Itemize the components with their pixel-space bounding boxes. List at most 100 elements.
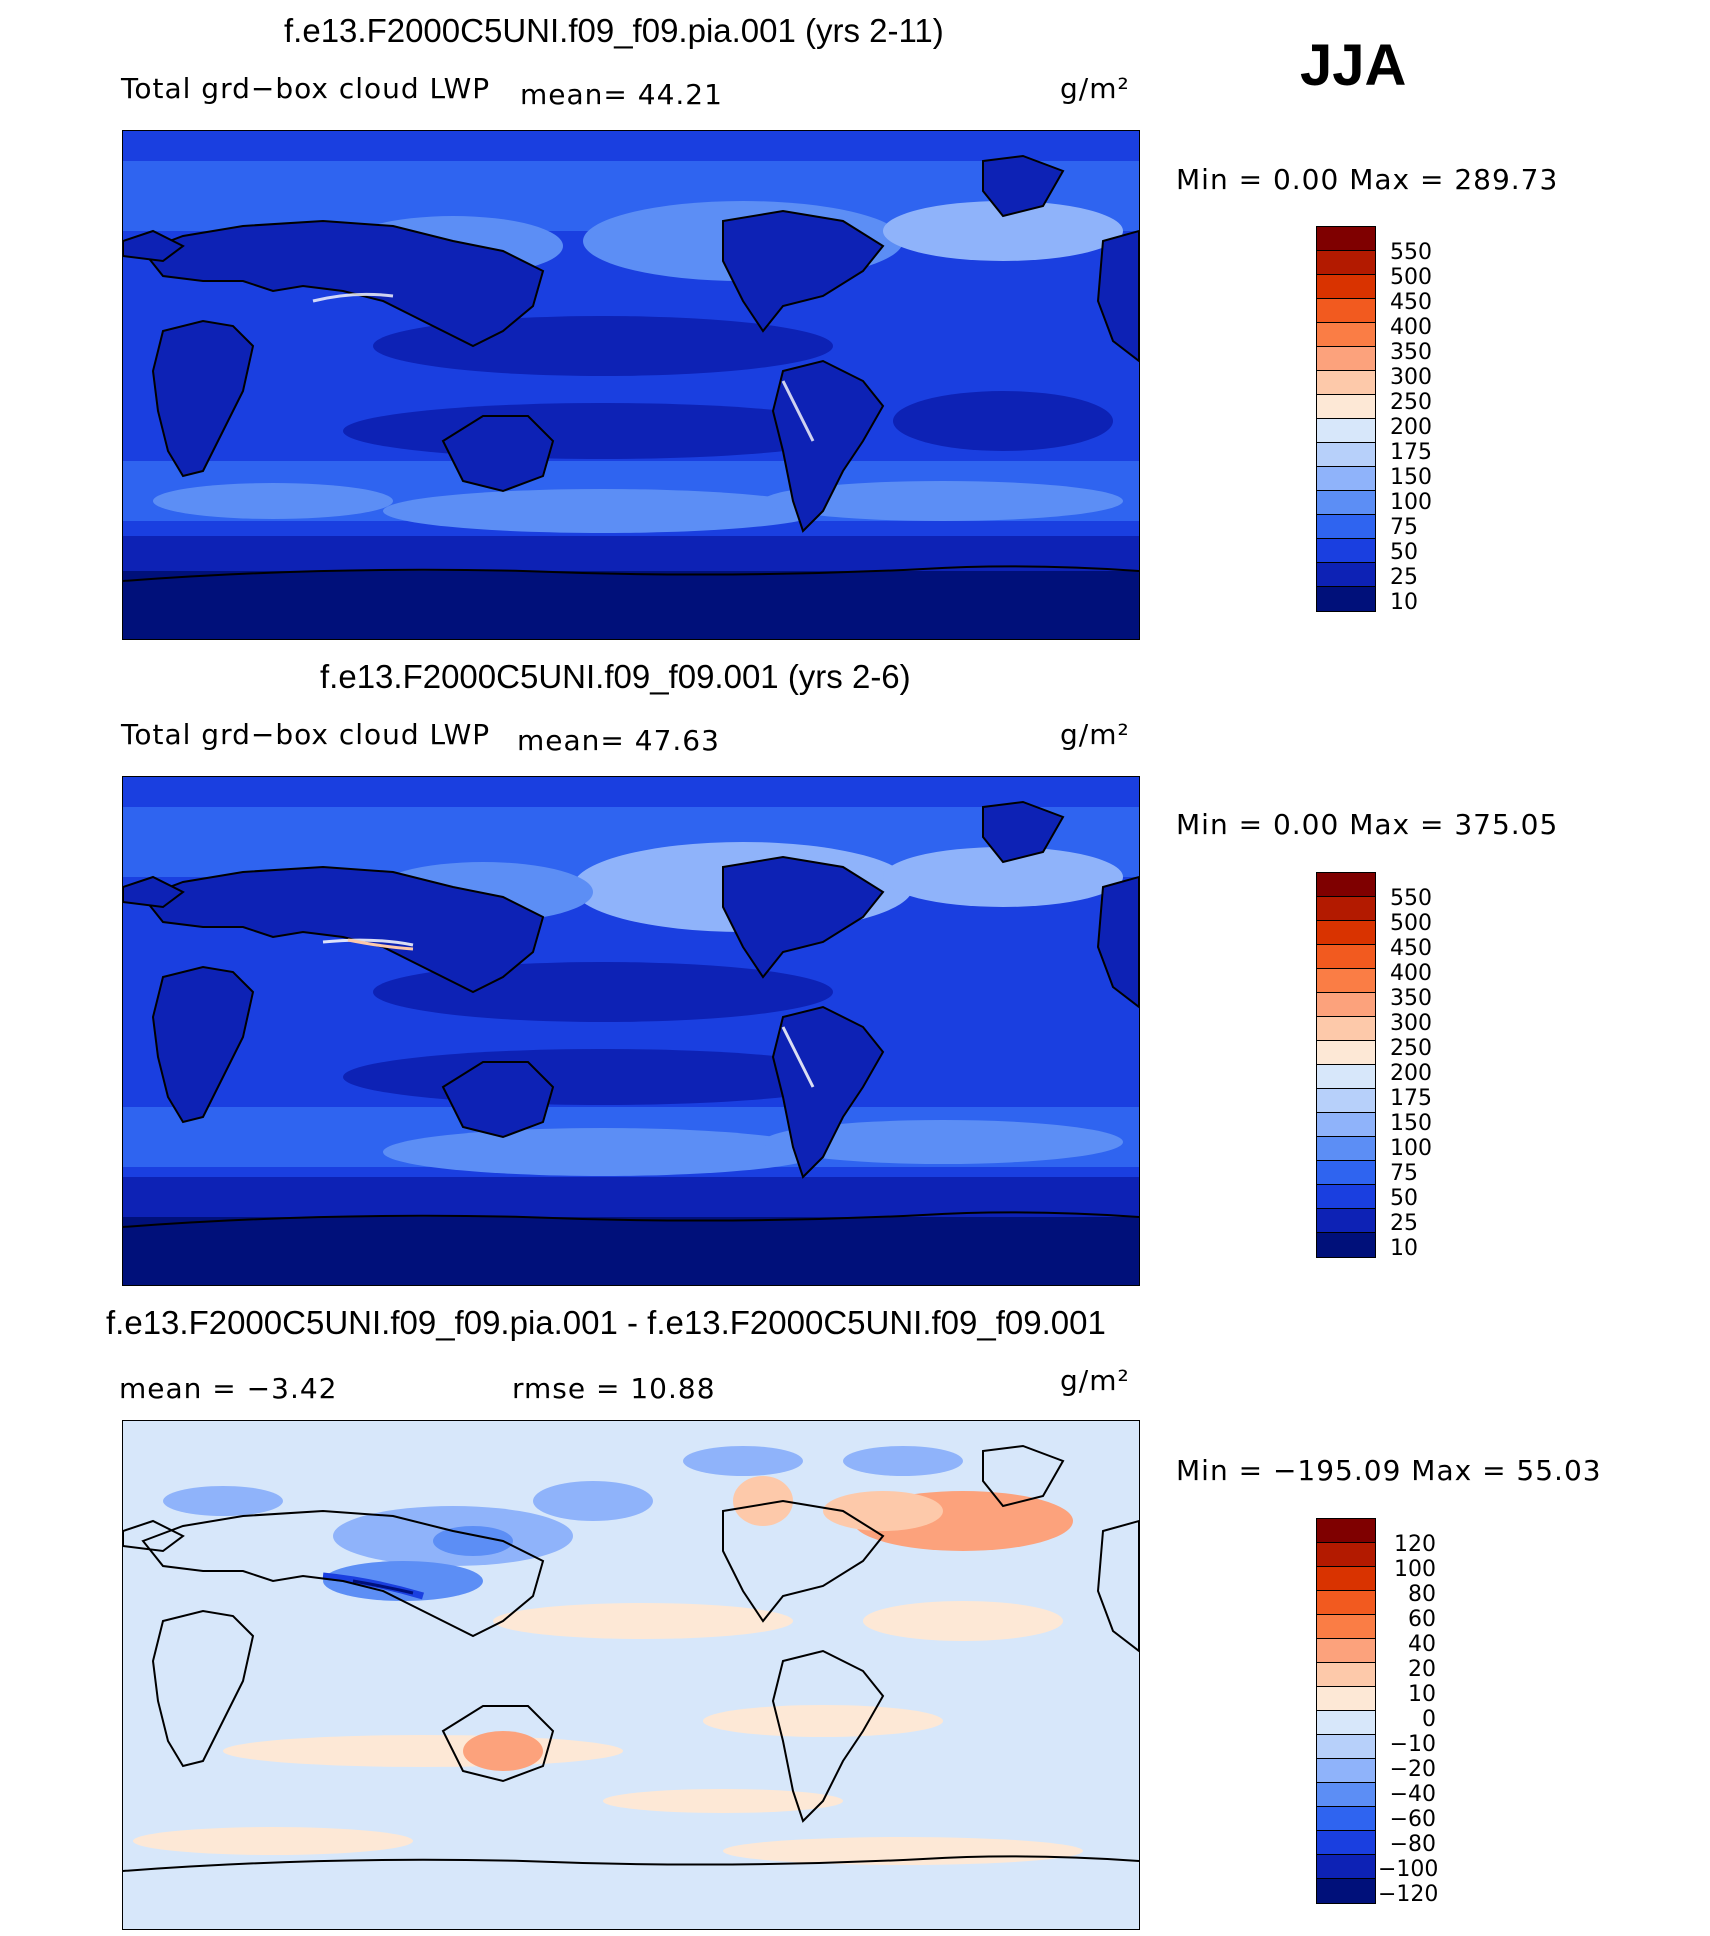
panel2-colorbar-swatch	[1317, 993, 1375, 1017]
panel1-colorbar-tick-label: 300	[1390, 365, 1432, 390]
panel2-colorbar-swatch	[1317, 1161, 1375, 1185]
panel1-colorbar-swatch	[1317, 587, 1375, 611]
panel2-colorbar-swatch	[1317, 1233, 1375, 1257]
panel2-colorbar-swatch	[1317, 1065, 1375, 1089]
panel3-colorbar-swatch	[1317, 1567, 1375, 1591]
panel1-colorbar-tick-label: 400	[1390, 315, 1432, 340]
panel1-colorbar-tick-label: 500	[1390, 265, 1432, 290]
panel2-colorbar-swatch	[1317, 873, 1375, 897]
panel3-colorbar-tick-label: 20	[1408, 1657, 1436, 1682]
panel3-mean: mean = −3.42	[119, 1372, 338, 1405]
panel2-colorbar-swatch	[1317, 945, 1375, 969]
panel1-colorbar-tick-label: 75	[1390, 515, 1418, 540]
panel3-colorbar-swatch	[1317, 1615, 1375, 1639]
panel3-colorbar-tick-label: 100	[1394, 1557, 1436, 1582]
panel1-colorbar-tick-label: 50	[1390, 540, 1418, 565]
panel1-colorbar	[1316, 226, 1376, 612]
panel3-colorbar-tick-label: 80	[1408, 1582, 1436, 1607]
panel3-map	[122, 1420, 1140, 1930]
panel3-colorbar-tick-label: −40	[1389, 1782, 1436, 1807]
panel1-colorbar-swatch	[1317, 419, 1375, 443]
panel2-colorbar-tick-label: 250	[1390, 1036, 1432, 1061]
panel1-minmax: Min = 0.00 Max = 289.73	[1176, 163, 1559, 196]
panel2-minmax: Min = 0.00 Max = 375.05	[1176, 808, 1559, 841]
panel3-colorbar-swatch	[1317, 1543, 1375, 1567]
panel2-colorbar-tick-label: 200	[1390, 1061, 1432, 1086]
panel3-colorbar-tick-label: −80	[1389, 1832, 1436, 1857]
panel1-colorbar-tick-label: 25	[1390, 565, 1418, 590]
panel2-colorbar-tick-label: 300	[1390, 1011, 1432, 1036]
panel2-colorbar-swatch	[1317, 921, 1375, 945]
panel3-colorbar-swatch	[1317, 1879, 1375, 1903]
panel1-units: g/m²	[1060, 72, 1130, 105]
panel2-colorbar-tick-label: 25	[1390, 1211, 1418, 1236]
panel3-colorbar-tick-label: 10	[1408, 1682, 1436, 1707]
panel1-mean: mean= 44.21	[520, 78, 723, 111]
panel2-colorbar-swatch	[1317, 897, 1375, 921]
panel1-colorbar-swatch	[1317, 395, 1375, 419]
panel1-colorbar-tick-label: 350	[1390, 340, 1432, 365]
panel3-colorbar-swatch	[1317, 1591, 1375, 1615]
panel3-colorbar-swatch	[1317, 1711, 1375, 1735]
panel3-colorbar	[1316, 1518, 1376, 1904]
panel1-colorbar-tick-label: 200	[1390, 415, 1432, 440]
panel2-colorbar-tick-label: 100	[1390, 1136, 1432, 1161]
panel1-colorbar-tick-label: 10	[1390, 590, 1418, 615]
panel1-colorbar-tick-label: 250	[1390, 390, 1432, 415]
panel3-colorbar-swatch	[1317, 1735, 1375, 1759]
panel1-colorbar-swatch	[1317, 275, 1375, 299]
panel3-title: f.e13.F2000C5UNI.f09_f09.pia.001 - f.e13…	[106, 1304, 1106, 1341]
panel3-colorbar-tick-label: −120	[1378, 1882, 1439, 1907]
panel3-colorbar-tick-label: −100	[1378, 1857, 1439, 1882]
panel3-colorbar-tick-label: −10	[1389, 1732, 1436, 1757]
panel3-colorbar-swatch	[1317, 1663, 1375, 1687]
panel2-colorbar-tick-label: 500	[1390, 911, 1432, 936]
panel1-colorbar-swatch	[1317, 515, 1375, 539]
panel2-colorbar-swatch	[1317, 1137, 1375, 1161]
panel3-colorbar-swatch	[1317, 1783, 1375, 1807]
panel2-title: f.e13.F2000C5UNI.f09_f09.001 (yrs 2-6)	[320, 658, 911, 695]
panel2-colorbar-tick-label: 50	[1390, 1186, 1418, 1211]
season-label: JJA	[1300, 33, 1407, 98]
panel2-colorbar-swatch	[1317, 1209, 1375, 1233]
panel1-title: f.e13.F2000C5UNI.f09_f09.pia.001 (yrs 2-…	[284, 12, 944, 49]
panel3-units: g/m²	[1060, 1364, 1130, 1397]
panel3-colorbar-tick-label: 40	[1408, 1632, 1436, 1657]
panel3-colorbar-swatch	[1317, 1759, 1375, 1783]
panel1-colorbar-tick-label: 550	[1390, 240, 1432, 265]
panel2-colorbar-swatch	[1317, 1113, 1375, 1137]
panel2-colorbar-tick-label: 10	[1390, 1236, 1418, 1261]
panel1-colorbar-swatch	[1317, 347, 1375, 371]
panel2-colorbar-swatch	[1317, 1041, 1375, 1065]
panel1-colorbar-swatch	[1317, 371, 1375, 395]
panel3-colorbar-tick-label: 60	[1408, 1607, 1436, 1632]
panel2-colorbar-tick-label: 150	[1390, 1111, 1432, 1136]
panel2-map	[122, 776, 1140, 1286]
panel1-colorbar-swatch	[1317, 251, 1375, 275]
panel3-colorbar-tick-label: 0	[1422, 1707, 1436, 1732]
panel1-colorbar-swatch	[1317, 227, 1375, 251]
panel3-colorbar-swatch	[1317, 1831, 1375, 1855]
panel2-units: g/m²	[1060, 718, 1130, 751]
panel3-colorbar-tick-label: −60	[1389, 1807, 1436, 1832]
panel1-variable-label: Total grd−box cloud LWP	[121, 72, 491, 105]
panel1-colorbar-swatch	[1317, 443, 1375, 467]
panel3-colorbar-swatch	[1317, 1639, 1375, 1663]
panel2-mean: mean= 47.63	[517, 724, 720, 757]
panel3-colorbar-swatch	[1317, 1519, 1375, 1543]
panel2-variable-label: Total grd−box cloud LWP	[121, 718, 491, 751]
panel1-colorbar-tick-label: 100	[1390, 490, 1432, 515]
panel2-colorbar-tick-label: 400	[1390, 961, 1432, 986]
panel3-colorbar-swatch	[1317, 1855, 1375, 1879]
panel1-colorbar-swatch	[1317, 467, 1375, 491]
panel2-colorbar-tick-label: 350	[1390, 986, 1432, 1011]
panel1-colorbar-tick-label: 150	[1390, 465, 1432, 490]
panel2-colorbar-swatch	[1317, 969, 1375, 993]
panel1-colorbar-swatch	[1317, 491, 1375, 515]
panel1-colorbar-swatch	[1317, 299, 1375, 323]
panel2-colorbar-tick-label: 550	[1390, 886, 1432, 911]
panel1-map	[122, 130, 1140, 640]
panel2-colorbar	[1316, 872, 1376, 1258]
panel3-colorbar-swatch	[1317, 1807, 1375, 1831]
panel3-colorbar-tick-label: −20	[1389, 1757, 1436, 1782]
